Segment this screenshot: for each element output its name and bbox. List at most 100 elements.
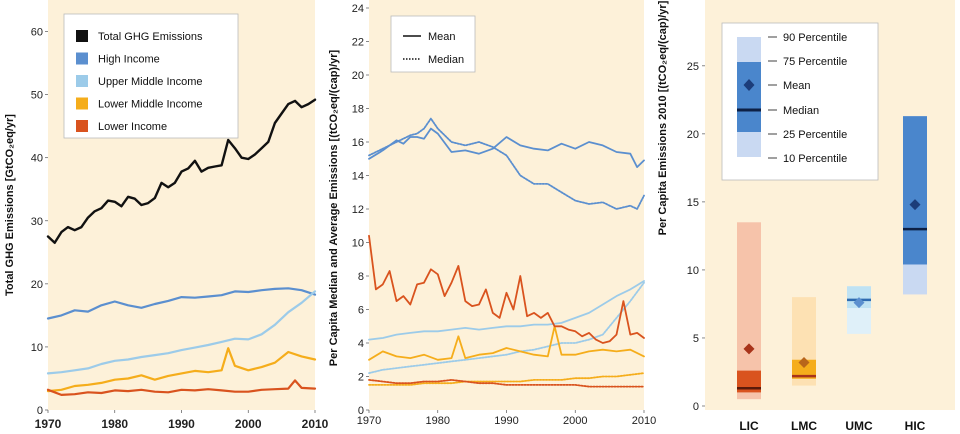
- p3-y-tick-label: 10: [687, 265, 699, 277]
- mean-diamond-lmc: [798, 356, 810, 368]
- series-group-2: [368, 117, 645, 388]
- p2-x-tick-label: 1980: [426, 415, 450, 427]
- legend-label-25-percentile: 25 Percentile: [783, 129, 847, 141]
- legend-labels-3: 90 Percentile 75 Percentile Mean Median 25 P…: [768, 32, 847, 165]
- legend-label-median: Median: [783, 105, 819, 117]
- p2-y-tick-label: 8: [358, 271, 364, 283]
- legend-p25-p75-swatch: [737, 62, 761, 132]
- p2-x-tick-label: 1970: [357, 415, 381, 427]
- x-ticks-2: 1970 1980 1990 2000 2010: [357, 410, 656, 427]
- p2-y-tick-label: 22: [352, 37, 364, 49]
- p2-x-tick-label: 2000: [563, 415, 587, 427]
- category-label-lmc: LMC: [791, 419, 817, 433]
- series-line-upper-middle-income-median: [368, 281, 645, 375]
- legend-label-high-income: High Income: [98, 54, 160, 66]
- category-label-umc: UMC: [845, 419, 873, 433]
- p1-y-tick-label: 60: [31, 27, 43, 39]
- legend-swatch-total-ghg-emissions: [76, 30, 88, 42]
- legend-label-10-percentile: 10 Percentile: [783, 153, 847, 165]
- series-line-lower-middle-income: [46, 347, 317, 393]
- p2-y-tick-label: 16: [352, 137, 364, 149]
- series-line-lower-middle-income-mean: [368, 325, 645, 361]
- p1-y-tick-label: 0: [37, 405, 43, 417]
- legend-label-upper-middle-income: Upper Middle Income: [98, 76, 203, 88]
- legend-box-1: [63, 13, 239, 139]
- category-label-hic: HIC: [905, 419, 926, 433]
- p1-y-tick-label: 30: [31, 216, 43, 228]
- series-line-lower-income-median: [368, 378, 645, 388]
- legend-swatch-upper-middle-income: [76, 75, 88, 87]
- box-p25-p75-lic: [737, 370, 761, 393]
- legend-label-mean: Mean: [783, 80, 811, 92]
- p2-y-tick-label: 14: [352, 171, 364, 183]
- legend-swatch-lower-middle-income: [76, 97, 88, 110]
- p2-y-tick-label: 6: [358, 305, 364, 317]
- mean-diamond-hic: [909, 199, 921, 211]
- legend-label-75-percentile: 75 Percentile: [783, 56, 847, 68]
- x-ticks-1: 1970 1980 1990 2000 2010: [35, 410, 329, 431]
- legend-1: Total GHG Emissions High Income Upper Midd…: [63, 13, 239, 139]
- category-labels: LIC LMC UMC HIC: [739, 419, 925, 433]
- legend-label-lower-income: Lower Income: [98, 121, 167, 133]
- boxes-group: [737, 116, 927, 400]
- category-label-lic: LIC: [739, 419, 759, 433]
- p2-x-tick-label: 1990: [494, 415, 518, 427]
- legend-label-total-ghg-emissions: Total GHG Emissions: [98, 31, 203, 43]
- series-line-high-income-median: [368, 117, 645, 210]
- series-line-lower-income: [46, 379, 317, 396]
- legend-3: 90 Percentile 75 Percentile Mean Median 25 P…: [721, 22, 879, 181]
- mean-diamond-umc: [853, 297, 865, 309]
- panel-2010-distribution: 0 5 10 15 20 25 LIC LMC UMC HIC Per Capita Emiss…: [657, 0, 955, 433]
- legend-2: Mean Median: [390, 15, 476, 73]
- p2-y-tick-label: 10: [352, 238, 364, 250]
- legend-label-90-percentile: 90 Percentile: [783, 32, 847, 44]
- p1-x-tick-label: 1990: [168, 417, 195, 431]
- p2-y-tick-label: 20: [352, 70, 364, 82]
- y-ticks-3: 0 5 10 15 20 25: [687, 61, 705, 413]
- p3-y-tick-label: 5: [693, 333, 699, 345]
- series-group-1: [46, 98, 317, 396]
- p2-x-tick-label: 2010: [632, 415, 656, 427]
- p3-y-tick-label: 20: [687, 129, 699, 141]
- box-p25-p75-lmc: [792, 359, 816, 379]
- p2-y-tick-label: 2: [358, 372, 364, 384]
- legend-label-lower-middle-income: Lower Middle Income: [98, 99, 203, 111]
- p2-y-tick-label: 12: [352, 204, 364, 216]
- p1-x-tick-label: 1970: [35, 417, 62, 431]
- p3-y-tick-label: 0: [693, 401, 699, 413]
- legend-box-2: [390, 15, 476, 73]
- legend-swatch-lower-income: [76, 120, 88, 132]
- series-line-upper-middle-income-mean: [368, 280, 645, 341]
- p2-y-tick-label: 18: [352, 104, 364, 116]
- y-ticks-1: 0 10 20 30 40 50 60: [31, 27, 48, 417]
- p1-y-tick-label: 50: [31, 90, 43, 102]
- panel-total-emissions: 0 10 20 30 40 50 60 1970 1980 1990 2000 2010 Total…: [4, 0, 329, 431]
- p1-x-tick-label: 2010: [302, 417, 329, 431]
- p2-y-tick-label: 0: [358, 405, 364, 417]
- p3-y-tick-label: 15: [687, 197, 699, 209]
- p1-x-tick-label: 2000: [235, 417, 262, 431]
- p2-y-tick-label: 24: [352, 3, 364, 15]
- p1-y-tick-label: 10: [31, 342, 43, 354]
- series-line-high-income: [46, 287, 317, 320]
- y-axis-title-2: Per Capita Median and Average Emissions …: [328, 49, 340, 366]
- p3-y-tick-label: 25: [687, 61, 699, 73]
- box-p10-p90-lic: [737, 222, 761, 400]
- p2-y-tick-label: 4: [358, 338, 364, 350]
- p1-y-tick-label: 20: [31, 279, 43, 291]
- series-line-high-income-mean: [368, 127, 645, 169]
- legend-items-1: Total GHG Emissions High Income Upper Midd…: [76, 30, 203, 133]
- series-line-upper-middle-income: [46, 290, 317, 375]
- series-line-lower-middle-income-median: [368, 372, 645, 386]
- series-line-lower-income-mean: [368, 234, 645, 344]
- legend-swatch-high-income: [76, 52, 88, 65]
- legend-median-label: Median: [428, 54, 464, 66]
- box-p25-p75-hic: [903, 116, 927, 265]
- y-axis-title-1: Total GHG Emissions [GtCO₂eq/yr]: [4, 114, 16, 296]
- y-axis-title-3: Per Capita Emissions 2010 [(tCO₂eq/(cap)…: [657, 0, 669, 235]
- series-line-total-ghg-emissions: [46, 98, 317, 245]
- p1-x-tick-label: 1980: [101, 417, 128, 431]
